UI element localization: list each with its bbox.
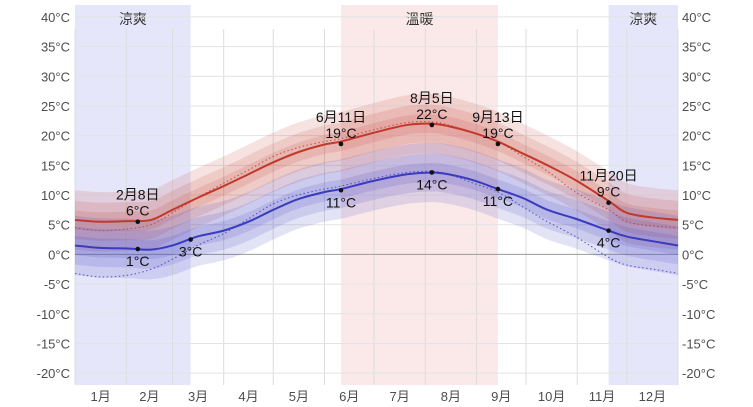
annotation-point: [606, 200, 611, 206]
line-low-normal: [74, 170, 679, 278]
annotation-temp: 9°C: [597, 184, 621, 200]
x-tick: 10月: [538, 389, 565, 404]
y-tick-left: -15°C: [37, 336, 70, 351]
band-high-1: [75, 104, 678, 241]
y-tick-right: 5°C: [682, 218, 704, 233]
band-low-1: [75, 153, 678, 269]
annotation-temp: 11°C: [483, 193, 513, 209]
grid-lines: [74, 16, 679, 385]
season-label-2: 涼爽: [629, 11, 657, 27]
annotation-temp: 1°C: [126, 253, 150, 269]
y-tick-right: -5°C: [682, 277, 708, 292]
annotation-temp: 14°C: [416, 176, 447, 192]
annotation-temp: 11°C: [326, 194, 356, 210]
annotation-temp: 3°C: [179, 244, 203, 260]
band-low-0: [75, 142, 678, 280]
annotation-point: [495, 141, 501, 147]
annotation-date: 6月11日: [316, 109, 366, 125]
x-tick: 6月: [339, 389, 359, 404]
y-tick-left: -5°C: [44, 277, 70, 292]
y-tick-left: 40°C: [41, 10, 70, 25]
y-tick-left: 35°C: [41, 40, 70, 55]
line-high: [74, 122, 679, 223]
line-high-normal: [74, 121, 679, 232]
y-tick-left: 0°C: [48, 247, 70, 262]
band-low-2: [75, 162, 678, 260]
y-tick-right: -15°C: [682, 336, 715, 351]
x-tick: 12月: [639, 389, 666, 404]
percentile-bands: [75, 93, 678, 280]
annotation-date: 11月20日: [580, 168, 638, 184]
y-tick-left: 25°C: [41, 99, 70, 114]
y-tick-left: 5°C: [48, 218, 70, 233]
y-tick-left: 30°C: [41, 69, 70, 84]
y-tick-right: -20°C: [682, 366, 715, 381]
y-tick-left: 20°C: [41, 129, 70, 144]
annotation-date: 8月5日: [410, 90, 454, 106]
y-tick-right: 0°C: [682, 247, 704, 262]
annotation-point: [338, 141, 344, 147]
x-tick: 11月: [589, 389, 616, 404]
annotation-date: 2月8日: [116, 187, 160, 203]
x-tick: 7月: [390, 389, 410, 404]
season-label-0: 涼爽: [119, 11, 147, 27]
y-tick-right: 25°C: [682, 99, 711, 114]
y-tick-right: 15°C: [682, 158, 711, 173]
y-tick-right: -10°C: [682, 307, 715, 322]
annotation-temp: 4°C: [597, 235, 621, 251]
x-axis: 1月 2月 3月 4月 5月 6月 7月 8月 9月 10月 11月 12月: [90, 389, 666, 404]
temperature-lines: [74, 121, 679, 278]
y-tick-right: 40°C: [682, 10, 711, 25]
x-tick: 2月: [139, 389, 159, 404]
band-high-2: [75, 114, 678, 232]
y-tick-right: 35°C: [682, 40, 711, 55]
y-tick-left: 10°C: [41, 188, 70, 203]
x-tick: 5月: [289, 389, 309, 404]
annotation-point: [429, 122, 435, 128]
band-high-0: [75, 93, 678, 252]
y-axis-left: 40°C 35°C 30°C 25°C 20°C 15°C 10°C 5°C 0°C -5°C -1…: [37, 10, 70, 381]
y-tick-right: 30°C: [682, 69, 711, 84]
annotation-temp: 19°C: [325, 125, 356, 141]
annotation-point: [135, 219, 141, 225]
y-tick-left: 15°C: [41, 158, 70, 173]
x-tick: 1月: [90, 389, 110, 404]
line-low: [74, 171, 679, 251]
y-tick-left: -20°C: [37, 366, 70, 381]
y-tick-right: 10°C: [682, 188, 711, 203]
annotation-temp: 19°C: [482, 125, 513, 141]
annotations: 6°C2月8日1°C3°C19°C6月11日11°C22°C8月5日14°C19…: [116, 90, 638, 269]
y-axis-right: 40°C 35°C 30°C 25°C 20°C 15°C 10°C 5°C 0°C -5°C -1…: [682, 10, 715, 381]
annotation-point: [338, 187, 344, 193]
season-label-1: 溫暖: [405, 11, 433, 27]
x-tick: 8月: [441, 389, 461, 404]
annotation-point: [135, 246, 141, 252]
x-tick: 3月: [188, 389, 208, 404]
x-tick: 9月: [491, 389, 511, 404]
annotation-date: 9月13日: [472, 109, 523, 125]
annotation-point: [495, 186, 501, 192]
annotation-point: [606, 228, 611, 233]
x-tick: 4月: [238, 389, 258, 404]
annotation-point: [188, 237, 193, 242]
y-tick-right: 20°C: [682, 129, 711, 144]
annotation-temp: 6°C: [126, 203, 150, 219]
y-tick-left: -10°C: [37, 307, 70, 322]
annotation-point: [429, 170, 435, 175]
annotation-temp: 22°C: [416, 106, 447, 122]
